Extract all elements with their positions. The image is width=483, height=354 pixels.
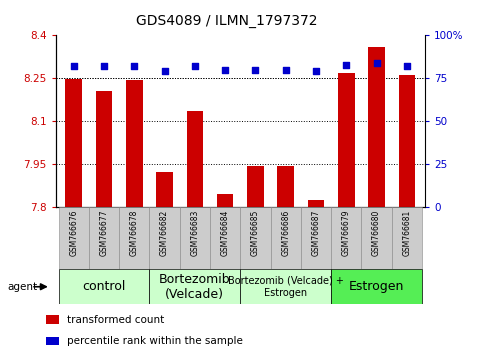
- Bar: [149, 269, 241, 304]
- Text: agent: agent: [7, 282, 37, 292]
- Point: [403, 63, 411, 69]
- Bar: [96, 91, 113, 207]
- Text: Bortezomib (Velcade) +
Estrogen: Bortezomib (Velcade) + Estrogen: [228, 276, 344, 298]
- Bar: [277, 166, 294, 207]
- Bar: [210, 207, 241, 269]
- Bar: [398, 75, 415, 207]
- Bar: [119, 207, 149, 269]
- Point: [100, 63, 108, 69]
- Bar: [301, 207, 331, 269]
- Point: [70, 63, 78, 69]
- Text: GSM766676: GSM766676: [69, 210, 78, 256]
- Text: GSM766679: GSM766679: [342, 210, 351, 256]
- Text: GSM766682: GSM766682: [160, 210, 169, 256]
- Bar: [331, 269, 422, 304]
- Text: GSM766686: GSM766686: [281, 210, 290, 256]
- Bar: [217, 194, 233, 207]
- Text: GSM766680: GSM766680: [372, 210, 381, 256]
- Bar: [392, 207, 422, 269]
- Bar: [89, 207, 119, 269]
- Bar: [58, 207, 89, 269]
- Bar: [270, 207, 301, 269]
- Text: GSM766677: GSM766677: [99, 210, 109, 256]
- Text: transformed count: transformed count: [67, 315, 164, 325]
- Bar: [361, 207, 392, 269]
- Point: [130, 63, 138, 69]
- Text: GSM766685: GSM766685: [251, 210, 260, 256]
- Point: [161, 69, 169, 74]
- Point: [252, 67, 259, 73]
- Bar: [241, 207, 270, 269]
- Point: [282, 67, 290, 73]
- Text: GSM766687: GSM766687: [312, 210, 321, 256]
- Bar: [338, 73, 355, 207]
- Bar: [368, 47, 385, 207]
- Bar: [308, 200, 325, 207]
- Text: percentile rank within the sample: percentile rank within the sample: [67, 336, 242, 346]
- Text: control: control: [82, 280, 126, 293]
- Text: GSM766678: GSM766678: [130, 210, 139, 256]
- Text: GSM766681: GSM766681: [402, 210, 412, 256]
- Bar: [149, 207, 180, 269]
- Bar: [331, 207, 361, 269]
- Text: GSM766683: GSM766683: [190, 210, 199, 256]
- Bar: [186, 111, 203, 207]
- Bar: [156, 172, 173, 207]
- Point: [191, 63, 199, 69]
- Text: GSM766684: GSM766684: [221, 210, 229, 256]
- Bar: [58, 269, 149, 304]
- Bar: [46, 337, 59, 345]
- Point: [221, 67, 229, 73]
- Bar: [247, 166, 264, 207]
- Point: [373, 60, 381, 66]
- Text: GDS4089 / ILMN_1797372: GDS4089 / ILMN_1797372: [136, 14, 318, 28]
- Bar: [126, 80, 142, 207]
- Point: [342, 62, 350, 67]
- Bar: [180, 207, 210, 269]
- Bar: [46, 315, 59, 324]
- Bar: [241, 269, 331, 304]
- Point: [312, 69, 320, 74]
- Bar: [65, 79, 82, 207]
- Text: Bortezomib
(Velcade): Bortezomib (Velcade): [159, 273, 231, 301]
- Text: Estrogen: Estrogen: [349, 280, 404, 293]
